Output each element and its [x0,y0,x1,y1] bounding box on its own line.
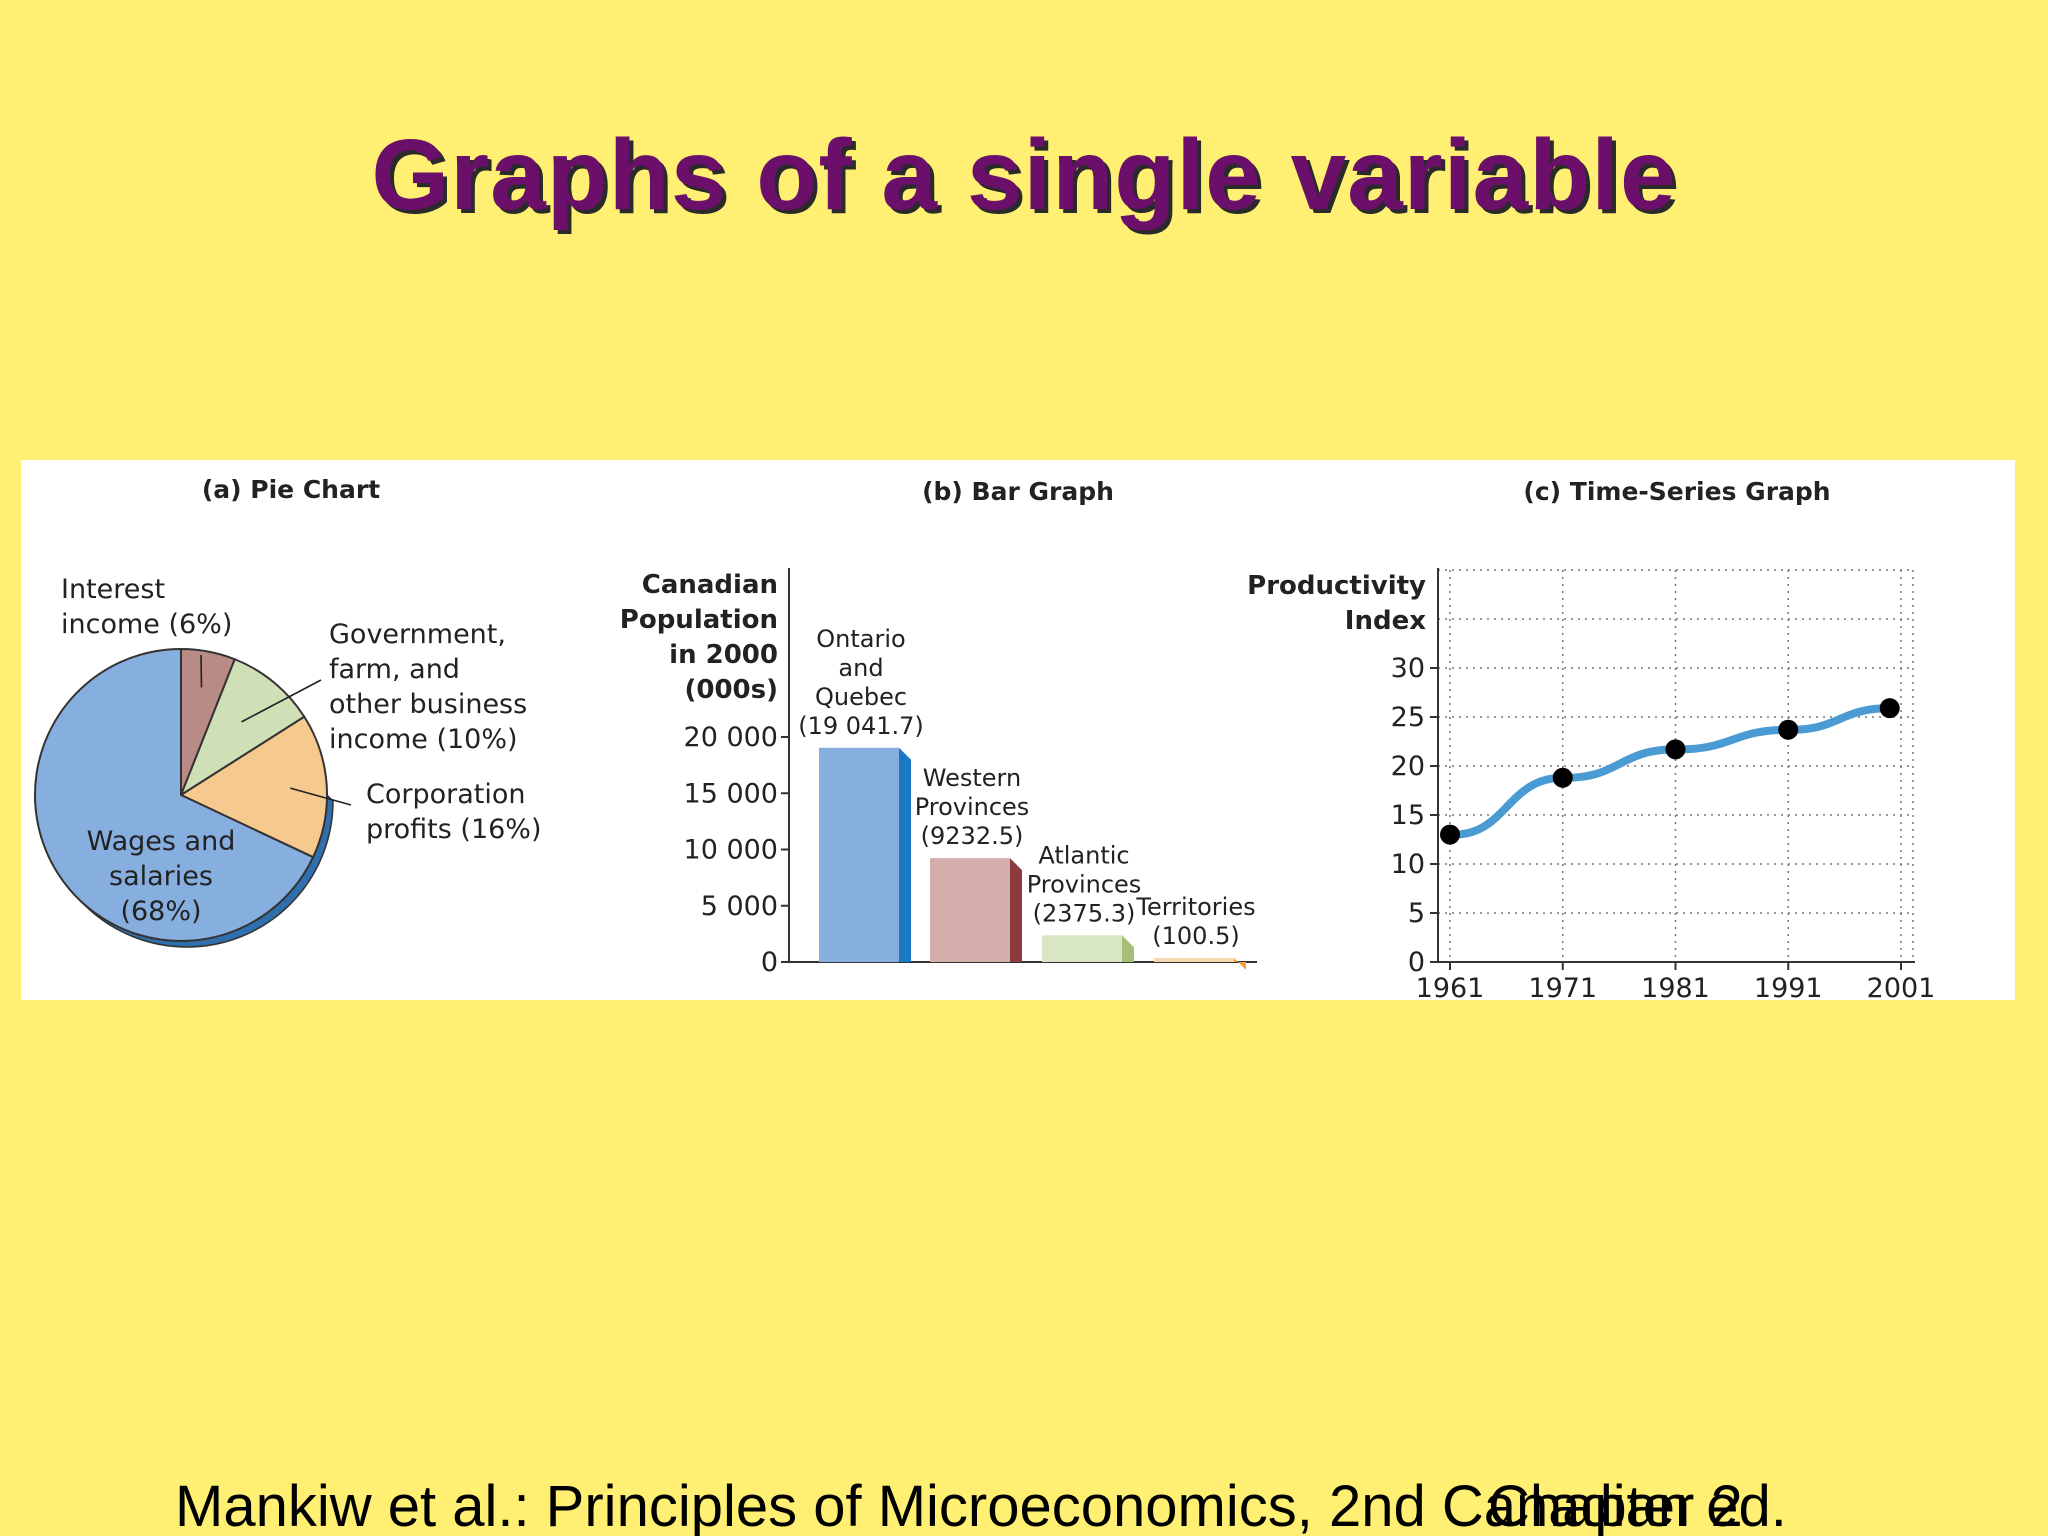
bar [930,858,1010,962]
line-y-tick-label: 5 [1408,898,1425,929]
bar-y-tick-label: 5 000 [701,891,778,922]
line-point [1879,698,1900,719]
bar-value-label: (9232.5) [921,822,1024,850]
bar-value-label: (19 041.7) [798,712,924,740]
pie-slice [178,657,306,798]
bar-value-label: Quebec [815,683,907,711]
bar-y-tick-label: 0 [761,947,778,978]
slide-title: Graphs of a single variable [371,119,1677,231]
line-x-tick-label: 2001 [1867,973,1936,1000]
line-point [1665,739,1686,760]
line-y-tick-label: 20 [1391,751,1425,782]
bar-side [1122,935,1134,962]
line-y-tick-label: 15 [1391,800,1425,831]
bar-value-label: Western [923,764,1021,792]
bar-value-label: Ontario [816,625,905,653]
bar-side [1234,958,1246,970]
pie-label-interest: income (6%) [61,609,232,640]
pie-label-corporation: Corporation [366,779,526,810]
bar-chart-title: (b) Bar Graph [922,477,1114,506]
line-y-tick-label: 10 [1391,849,1425,880]
bar-value-label: (100.5) [1152,922,1239,950]
bar-y-axis-label: Canadian [642,570,778,600]
bar [1042,935,1122,962]
pie-leader-line [241,679,322,723]
figure-panel: (a) Pie Chart Interest income (6%) Governme… [21,460,2015,1000]
bar-y-tick-label: 20 000 [684,722,778,753]
pie-label-wages: salaries [109,861,213,892]
bar-value-label: Territories [1135,893,1255,921]
pie-label-interest: Interest [61,574,165,605]
bar-y-axis-label: in 2000 [669,640,778,670]
line-y-axis-label: Index [1345,606,1426,636]
footer-citation: Mankiw et al.: Principles of Microeconom… [175,1478,1787,1536]
line-y-tick-label: 25 [1391,702,1425,733]
bar-value-label: (2375.3) [1033,899,1136,927]
pie-label-government: Government, [329,619,506,650]
pie-label-wages: (68%) [120,896,201,927]
bar [819,747,899,962]
line-point [1440,824,1460,845]
bar-y-axis-label: Population [620,605,778,635]
bar-y-tick-label: 10 000 [684,835,778,866]
pie-slice [34,647,315,942]
bar-value-label: Provinces [915,793,1030,821]
bar-side [899,747,911,962]
line-point [1778,719,1799,740]
bar-y-axis-label: (000s) [684,675,778,705]
pie-slice [178,715,328,859]
pie-label-wages: Wages and [87,826,236,857]
pie-leader-line [200,654,203,688]
bar-side [1010,858,1022,962]
line-y-axis-label: Productivity [1247,571,1426,601]
line-x-tick-label: 1961 [1416,973,1485,1000]
line-x-tick-label: 1971 [1528,973,1597,1000]
pie-chart-title: (a) Pie Chart [202,475,380,504]
line-y-tick-label: 30 [1391,653,1425,684]
pie-label-corporation: profits (16%) [366,814,542,845]
line-x-tick-label: 1991 [1754,973,1823,1000]
line-x-tick-label: 1981 [1641,973,1710,1000]
figure-svg: (a) Pie Chart Interest income (6%) Governme… [34,475,1936,1000]
line-chart-title: (c) Time-Series Graph [1523,477,1830,506]
footer-chapter: Chapter 2 [1488,1478,1743,1536]
bar [1154,958,1234,962]
pie-label-government: other business [329,689,527,720]
bar-value-label: and [838,654,883,682]
bar-value-label: Atlantic [1038,841,1129,869]
line-point [1552,767,1573,788]
pie-leader-line [290,787,352,806]
bar-y-tick-label: 15 000 [684,778,778,809]
line-y-tick-label: 0 [1408,947,1425,978]
bar-value-label: Provinces [1027,870,1142,898]
pie-label-government: farm, and [329,654,460,685]
pie-label-government: income (10%) [329,724,518,755]
